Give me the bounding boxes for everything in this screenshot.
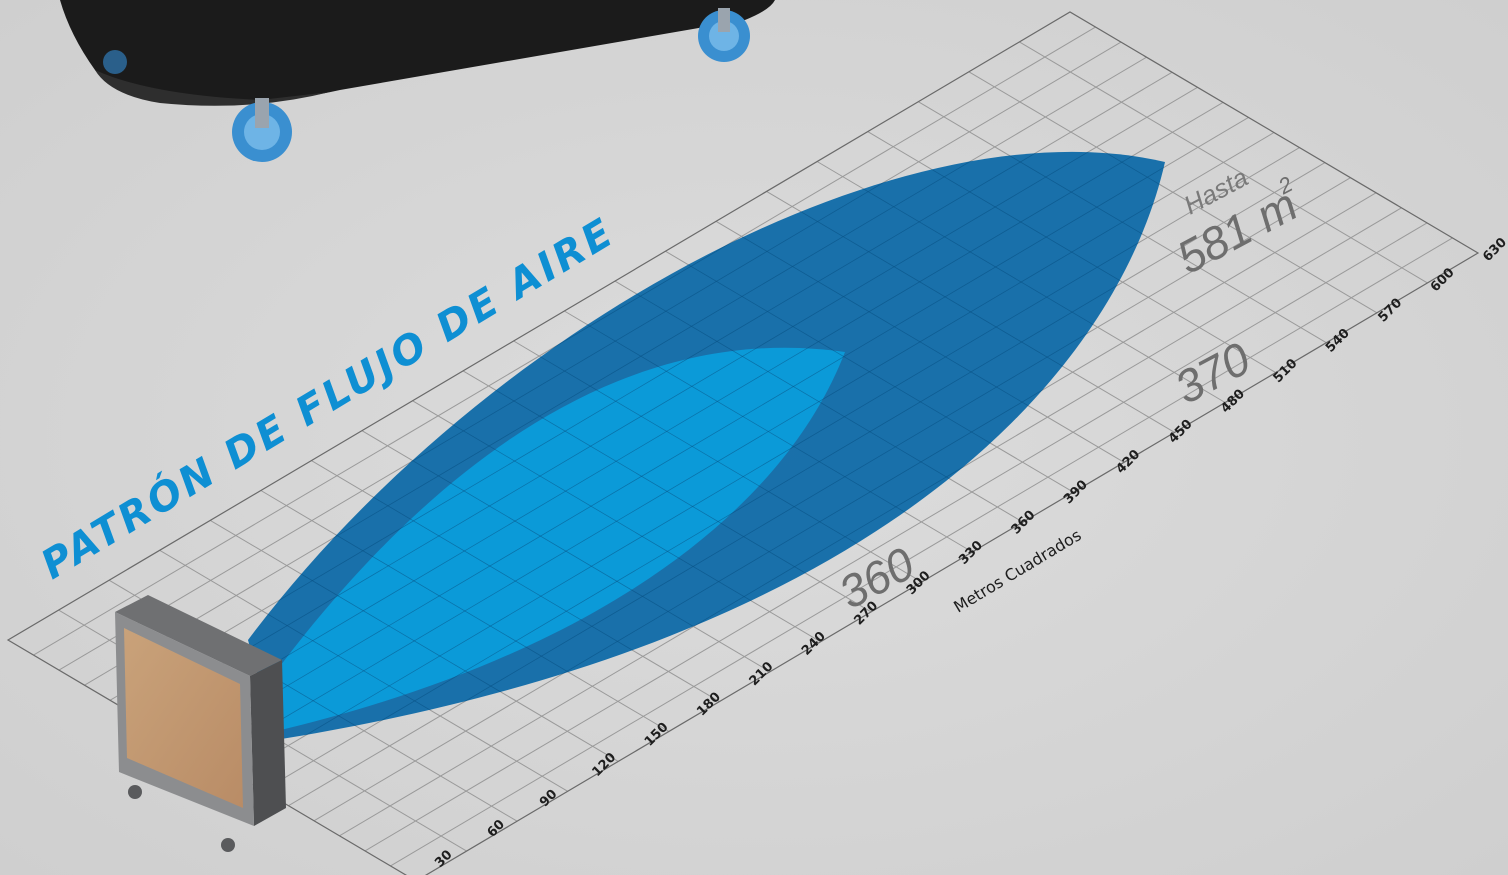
- cooler-unit-icon: [115, 595, 286, 852]
- grid-line: [288, 177, 1165, 740]
- grid-line: [248, 549, 568, 740]
- small-airflow-pattern: [255, 347, 845, 732]
- grid-line: [364, 222, 1428, 852]
- grid-line: [390, 237, 1453, 867]
- grid-line: [462, 370, 872, 613]
- grid-line: [248, 151, 1096, 656]
- grid-line: [248, 151, 1165, 740]
- grid-line: [918, 151, 1165, 344]
- grid-line: [248, 151, 1165, 740]
- grid-line: [248, 151, 1165, 731]
- grid-line: [1019, 41, 1428, 284]
- grid-line: [968, 71, 1378, 314]
- grid-line: [248, 151, 1165, 740]
- grid-line: [248, 151, 1165, 716]
- wheel-icon: [103, 50, 127, 74]
- grid-line: [248, 151, 1165, 701]
- cooler-product-image: [60, 0, 775, 162]
- grid-line: [564, 310, 973, 553]
- grid-line: [513, 340, 922, 583]
- wheel-icon: [232, 98, 292, 162]
- grid-line: [248, 151, 1122, 671]
- grid-line: [248, 579, 518, 740]
- grid-line: [867, 151, 1165, 373]
- wheel-icon: [698, 8, 750, 62]
